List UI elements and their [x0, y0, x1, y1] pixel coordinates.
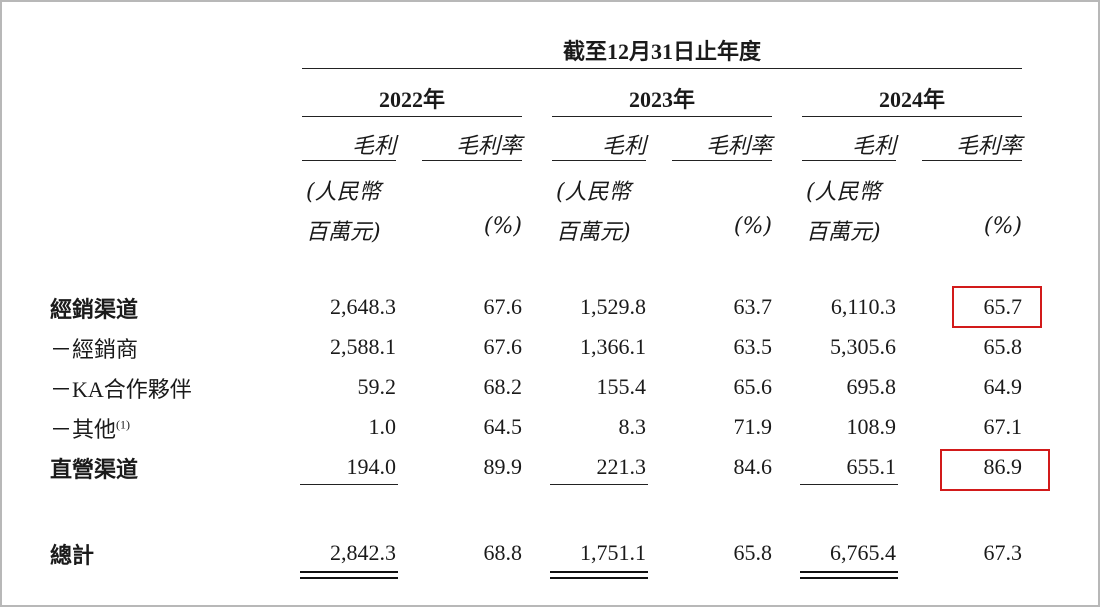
unit-million-2023: 百萬元) — [556, 220, 631, 245]
col-rule — [922, 160, 1022, 161]
col-gross-profit-2023: 毛利 — [601, 134, 646, 159]
cell: 65.7 — [983, 294, 1023, 319]
col-gross-profit-2022: 毛利 — [351, 134, 396, 159]
row-label-distributors: －經銷商 — [50, 337, 139, 362]
col-rule — [422, 160, 522, 161]
cell: 1,366.1 — [580, 334, 646, 359]
total-double-rule — [550, 577, 648, 579]
total-cell: 1,751.1 — [580, 540, 646, 565]
cell: 65.6 — [733, 374, 773, 399]
cell: 5,305.6 — [830, 334, 896, 359]
cell: 65.8 — [983, 334, 1023, 359]
cell: 655.1 — [846, 454, 897, 479]
cell: 63.7 — [733, 294, 773, 319]
unit-million-2022: 百萬元) — [306, 220, 381, 245]
col-margin-2022: 毛利率 — [455, 134, 522, 159]
cell: 86.9 — [983, 454, 1023, 479]
unit-rmb-2022: (人民幣 — [306, 180, 381, 205]
row-label-others-text: －其他 — [50, 417, 117, 442]
subtotal-rule — [300, 484, 398, 485]
span-title-rule — [302, 68, 1022, 69]
cell: 59.2 — [357, 374, 397, 399]
cell: 67.1 — [983, 414, 1023, 439]
cell: 1.0 — [368, 414, 397, 439]
cell: 6,110.3 — [830, 294, 896, 319]
cell: 1,529.8 — [580, 294, 646, 319]
row-label-ka-partners: －KA合作夥伴 — [50, 377, 192, 402]
year-2024: 2024年 — [878, 87, 945, 112]
year-rule-2024 — [802, 116, 1022, 117]
cell: 221.3 — [596, 454, 647, 479]
col-margin-2024: 毛利率 — [955, 134, 1022, 159]
cell: 84.6 — [733, 454, 773, 479]
total-double-rule — [550, 571, 648, 573]
col-rule — [302, 160, 396, 161]
unit-pct-2022: (%) — [483, 214, 522, 239]
unit-million-2024: 百萬元) — [806, 220, 881, 245]
unit-pct-2023: (%) — [733, 214, 772, 239]
cell: 67.6 — [483, 334, 523, 359]
total-double-rule — [800, 577, 898, 579]
year-rule-2022 — [302, 116, 522, 117]
unit-rmb-2023: (人民幣 — [556, 180, 631, 205]
cell: 194.0 — [346, 454, 397, 479]
highlight-box — [952, 286, 1042, 328]
unit-rmb-2024: (人民幣 — [806, 180, 881, 205]
total-double-rule — [300, 577, 398, 579]
row-label-total: 總計 — [50, 543, 95, 568]
cell: 64.9 — [983, 374, 1023, 399]
total-cell: 65.8 — [733, 540, 773, 565]
cell: 89.9 — [483, 454, 523, 479]
total-double-rule — [800, 571, 898, 573]
unit-pct-2024: (%) — [983, 214, 1022, 239]
cell: 71.9 — [733, 414, 773, 439]
row-label-others: －其他(1) — [50, 412, 130, 444]
cell: 8.3 — [618, 414, 647, 439]
subtotal-rule — [550, 484, 648, 485]
row-label-direct-channel: 直營渠道 — [50, 457, 139, 482]
year-2023: 2023年 — [628, 87, 695, 112]
year-rule-2023 — [552, 116, 772, 117]
cell: 695.8 — [846, 374, 897, 399]
total-cell: 6,765.4 — [830, 540, 896, 565]
total-cell: 2,842.3 — [330, 540, 396, 565]
highlight-box — [940, 449, 1050, 491]
col-rule — [802, 160, 896, 161]
cell: 68.2 — [483, 374, 523, 399]
year-2022: 2022年 — [378, 87, 445, 112]
col-gross-profit-2024: 毛利 — [851, 134, 896, 159]
cell: 2,588.1 — [330, 334, 396, 359]
table-span-title: 截至12月31日止年度 — [562, 39, 761, 64]
subtotal-rule — [800, 484, 898, 485]
footnote-marker: (1) — [116, 417, 131, 432]
col-rule — [672, 160, 772, 161]
col-margin-2023: 毛利率 — [705, 134, 772, 159]
total-cell: 67.3 — [983, 540, 1023, 565]
cell: 67.6 — [483, 294, 523, 319]
cell: 2,648.3 — [330, 294, 396, 319]
cell: 155.4 — [596, 374, 647, 399]
row-label-distribution-channel: 經銷渠道 — [50, 297, 139, 322]
cell: 64.5 — [483, 414, 523, 439]
total-double-rule — [300, 571, 398, 573]
cell: 108.9 — [846, 414, 897, 439]
cell: 63.5 — [733, 334, 773, 359]
total-cell: 68.8 — [483, 540, 523, 565]
col-rule — [552, 160, 646, 161]
